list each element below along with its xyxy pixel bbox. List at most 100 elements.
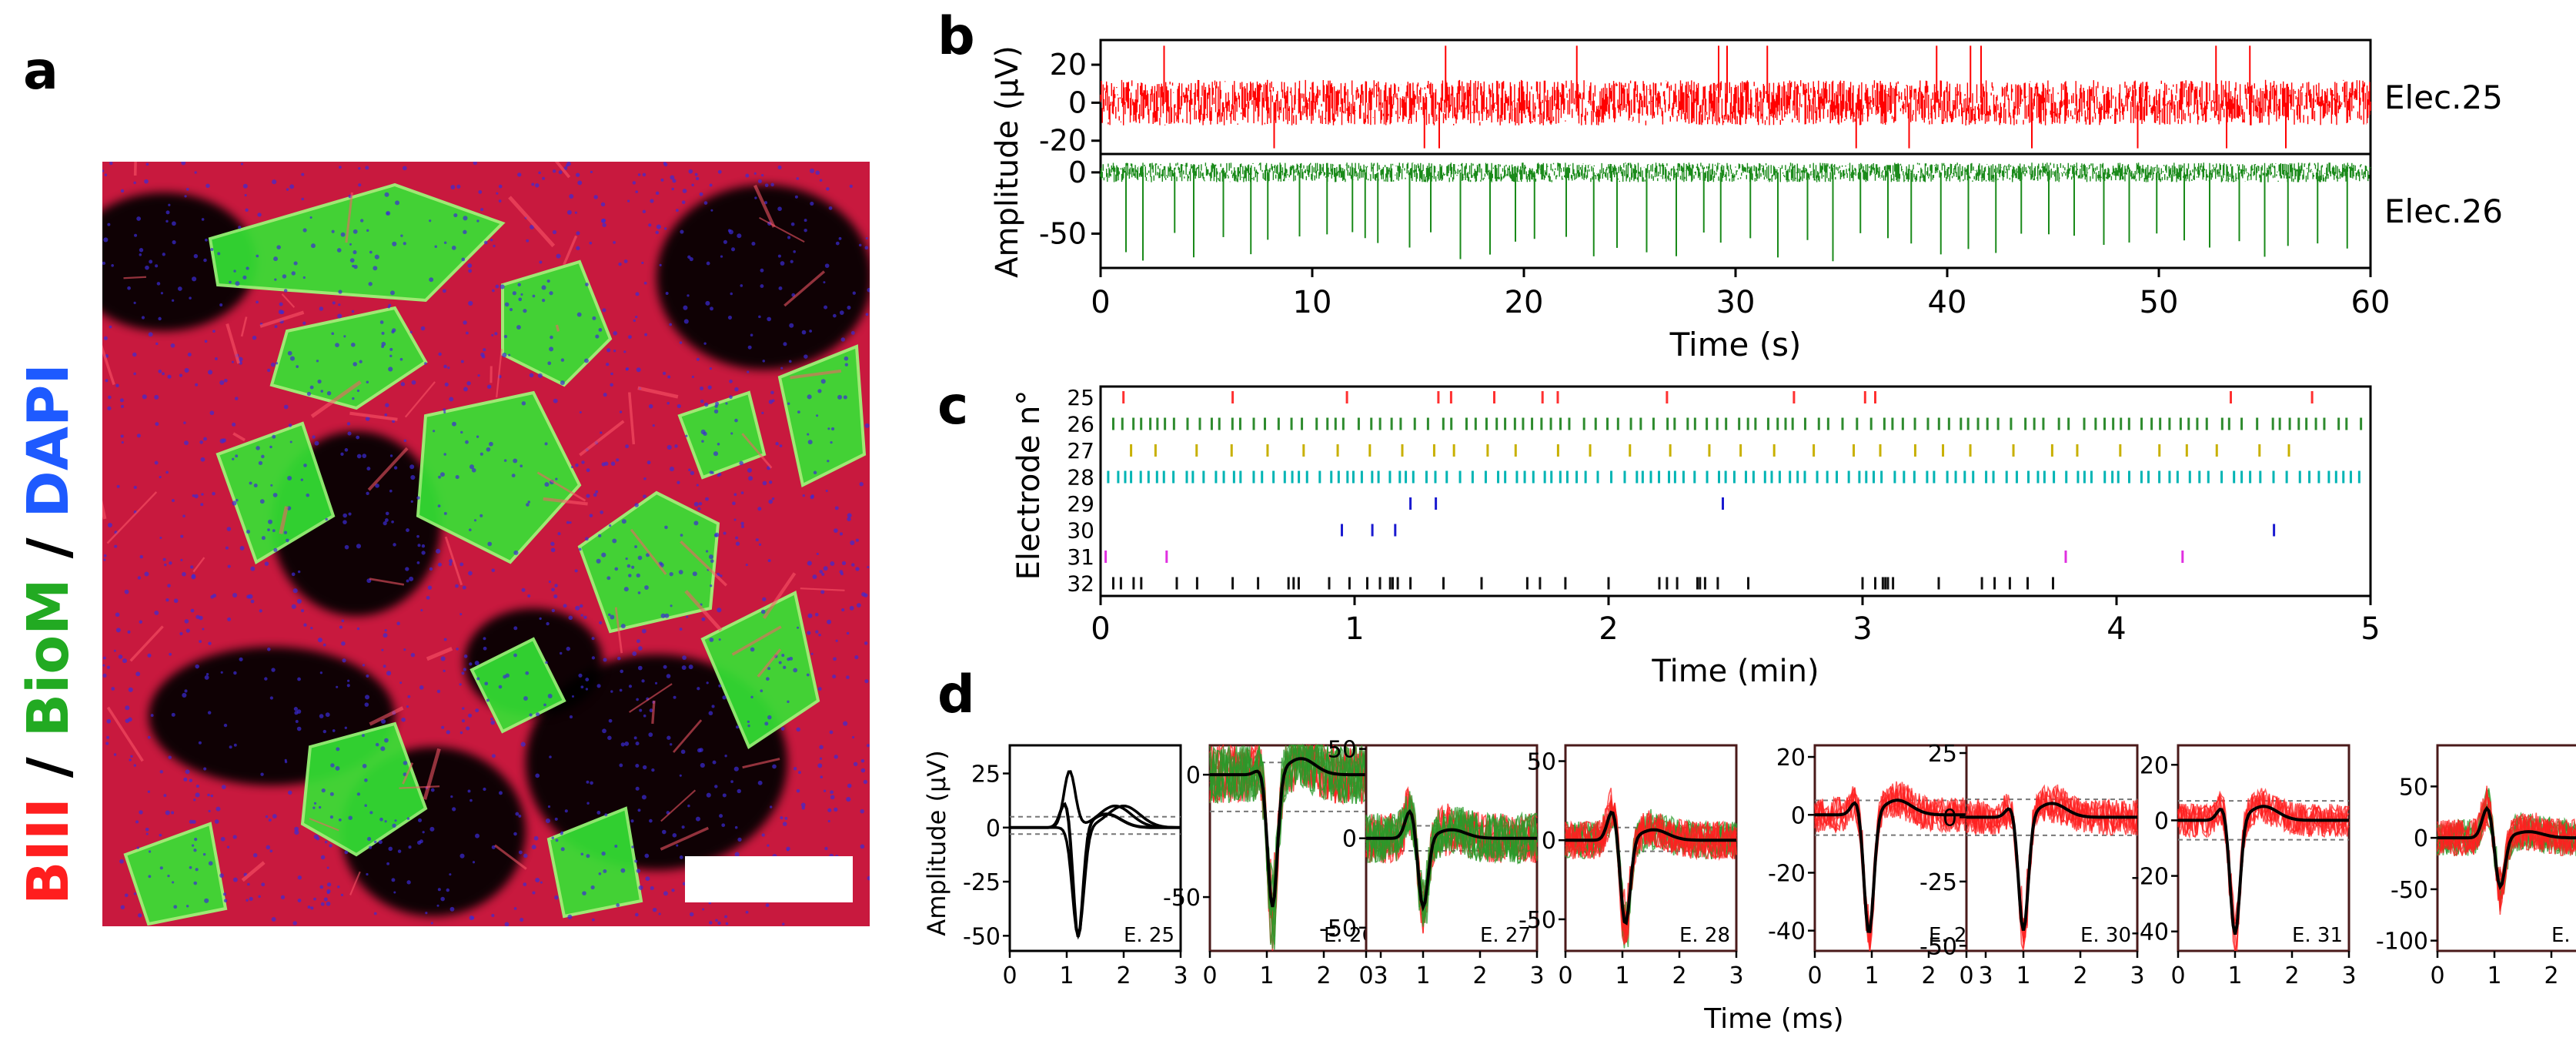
nucleus-dot — [541, 299, 546, 303]
nucleus-dot — [171, 299, 175, 302]
nucleus-dot — [463, 229, 467, 235]
y-tick-label: 0 — [1068, 156, 1087, 189]
nucleus-dot — [849, 605, 854, 611]
nucleus-dot — [102, 673, 107, 678]
nucleus-dot — [737, 788, 741, 794]
nucleus-dot — [292, 921, 297, 926]
nucleus-dot — [195, 383, 199, 387]
nucleus-dot — [316, 360, 319, 363]
nucleus-dot — [214, 819, 219, 824]
nucleus-dot — [777, 165, 782, 169]
nucleus-dot — [547, 805, 551, 808]
nucleus-dot — [866, 744, 870, 748]
nucleus-dot — [250, 599, 255, 604]
neurite — [629, 683, 673, 713]
nucleus-dot — [600, 510, 603, 514]
nucleus-dot — [683, 305, 688, 310]
nucleus-dot — [320, 855, 326, 860]
nucleus-dot — [232, 422, 236, 427]
nucleus-dot — [740, 524, 745, 529]
nucleus-dot — [402, 166, 407, 171]
nucleus-dot — [173, 598, 179, 604]
nucleus-dot — [603, 869, 607, 873]
nucleus-dot — [636, 698, 639, 701]
nucleus-dot — [737, 233, 742, 239]
nucleus-dot — [172, 499, 175, 503]
nucleus-dot — [761, 411, 764, 414]
nucleus-dot — [455, 584, 459, 588]
nucleus-dot — [135, 820, 139, 824]
nucleus-dot — [527, 500, 531, 504]
nucleus-dot — [450, 795, 453, 798]
nucleus-dot — [643, 494, 647, 499]
nucleus-dot — [554, 895, 559, 900]
nucleus-dot — [700, 386, 704, 390]
nucleus-dot — [678, 570, 683, 574]
nucleus-dot — [209, 410, 215, 416]
nucleus-dot — [563, 604, 567, 608]
nucleus-dot — [675, 209, 679, 213]
neurite — [444, 536, 463, 586]
nucleus-dot — [490, 239, 493, 242]
nucleus-dot — [133, 301, 136, 304]
nucleus-dot — [851, 563, 855, 567]
nucleus-dot — [358, 166, 361, 170]
nucleus-dot — [264, 561, 269, 566]
nucleus-dot — [331, 332, 335, 336]
x-tick-label: 10 — [1293, 285, 1332, 320]
nucleus-dot — [789, 323, 794, 328]
nucleus-dot — [735, 541, 740, 546]
nucleus-dot — [111, 687, 115, 691]
nucleus-dot — [245, 208, 249, 212]
nucleus-dot — [216, 806, 221, 812]
neurite — [279, 506, 289, 534]
nucleus-dot — [523, 696, 528, 701]
nucleus-dot — [595, 334, 600, 339]
nucleus-dot — [863, 779, 867, 785]
nucleus-dot — [469, 464, 475, 470]
waveform-trace-red — [2437, 798, 2576, 910]
nucleus-dot — [839, 310, 844, 315]
nucleus-dot — [429, 219, 432, 223]
nucleus-dot — [595, 490, 599, 494]
nucleus-dot — [182, 571, 186, 577]
nucleus-dot — [825, 489, 828, 493]
nucleus-dot — [659, 263, 662, 266]
trace-noise-Elec.25 — [1100, 79, 2371, 126]
nucleus-dot — [459, 562, 464, 567]
nucleus-dot — [340, 452, 344, 456]
nucleus-dot — [296, 365, 299, 368]
nucleus-dot — [757, 507, 762, 511]
nucleus-dot — [204, 340, 208, 343]
nucleus-dot — [407, 695, 411, 698]
nucleus-dot — [385, 403, 389, 407]
neurite — [367, 447, 409, 491]
nucleus-dot — [610, 383, 613, 387]
nucleus-dot — [125, 718, 130, 724]
nucleus-dot — [204, 898, 209, 903]
neurite — [369, 706, 404, 726]
nucleus-dot — [343, 335, 346, 338]
nucleus-dot — [199, 440, 203, 444]
nucleus-dot — [386, 210, 391, 216]
nucleus-dot — [767, 715, 772, 720]
nucleus-dot — [814, 612, 819, 617]
y-tick-label: -100 — [2376, 929, 2428, 956]
nucleus-dot — [474, 661, 479, 666]
nucleus-dot — [591, 918, 595, 922]
nucleus-dot — [293, 261, 298, 266]
nucleus-dot — [843, 395, 847, 400]
nucleus-dot — [244, 193, 247, 197]
nucleus-dot — [677, 480, 680, 484]
nucleus-dot — [670, 604, 673, 608]
nucleus-dot — [227, 617, 232, 621]
nucleus-dot — [817, 687, 822, 691]
nucleus-dot — [201, 218, 205, 221]
nucleus-dot — [757, 179, 762, 183]
nucleus-dot — [728, 229, 733, 235]
nucleus-dot — [628, 574, 632, 577]
nucleus-dot — [284, 760, 288, 764]
nucleus-dot — [399, 681, 403, 685]
nucleus-dot — [273, 256, 278, 262]
